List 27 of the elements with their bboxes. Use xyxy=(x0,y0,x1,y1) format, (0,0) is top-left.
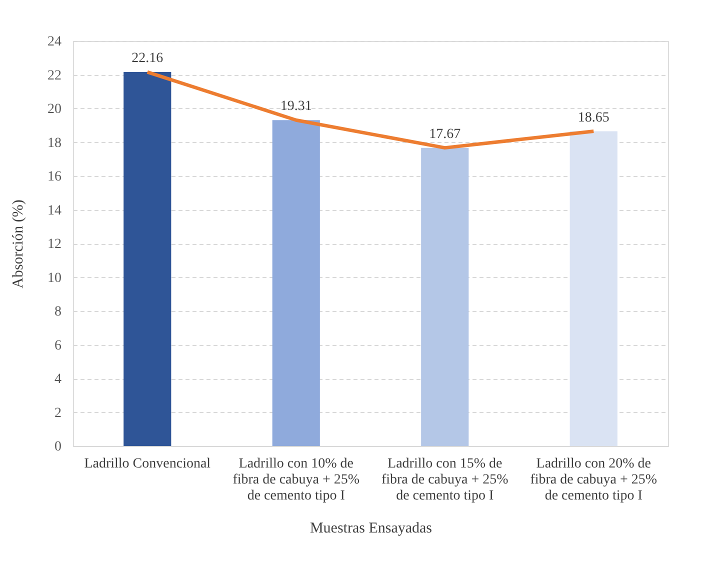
data-label: 18.65 xyxy=(578,110,610,126)
y-tick-label: 14 xyxy=(48,203,62,218)
y-tick-label: 16 xyxy=(48,170,62,184)
y-tick-label: 8 xyxy=(54,304,62,320)
bar xyxy=(272,120,320,446)
bar xyxy=(124,72,172,446)
x-tick-label: Ladrillo con 20% de fibra de cabuya + 25% de cemento tipo I xyxy=(530,456,658,504)
y-axis-title: Absorción (%) xyxy=(10,200,26,288)
bar xyxy=(421,148,469,446)
y-tick-label: 22 xyxy=(48,68,62,84)
data-label: 17.67 xyxy=(429,126,461,142)
y-tick-label: 20 xyxy=(48,102,62,117)
x-tick-label: Ladrillo Convencional xyxy=(84,456,211,472)
y-tick-label: 24 xyxy=(48,34,62,50)
x-axis-title: Muestras Ensayadas xyxy=(310,520,432,536)
y-tick-label: 10 xyxy=(48,270,62,286)
y-tick-label: 6 xyxy=(54,338,62,354)
x-tick-label: Ladrillo con 15% de fibra de cabuya + 25% de cemento tipo I xyxy=(381,456,509,504)
y-tick-label: 0 xyxy=(54,440,62,454)
bar xyxy=(570,131,618,446)
data-label: 19.31 xyxy=(280,99,312,114)
y-tick-label: 2 xyxy=(54,406,62,421)
y-tick-label: 4 xyxy=(54,372,62,387)
y-tick-label: 12 xyxy=(48,237,62,252)
x-tick-label: Ladrillo con 10% de fibra de cabuya + 25% de cemento tipo I xyxy=(232,456,360,504)
data-label: 22.16 xyxy=(132,51,164,66)
y-tick-label: 18 xyxy=(48,136,62,151)
